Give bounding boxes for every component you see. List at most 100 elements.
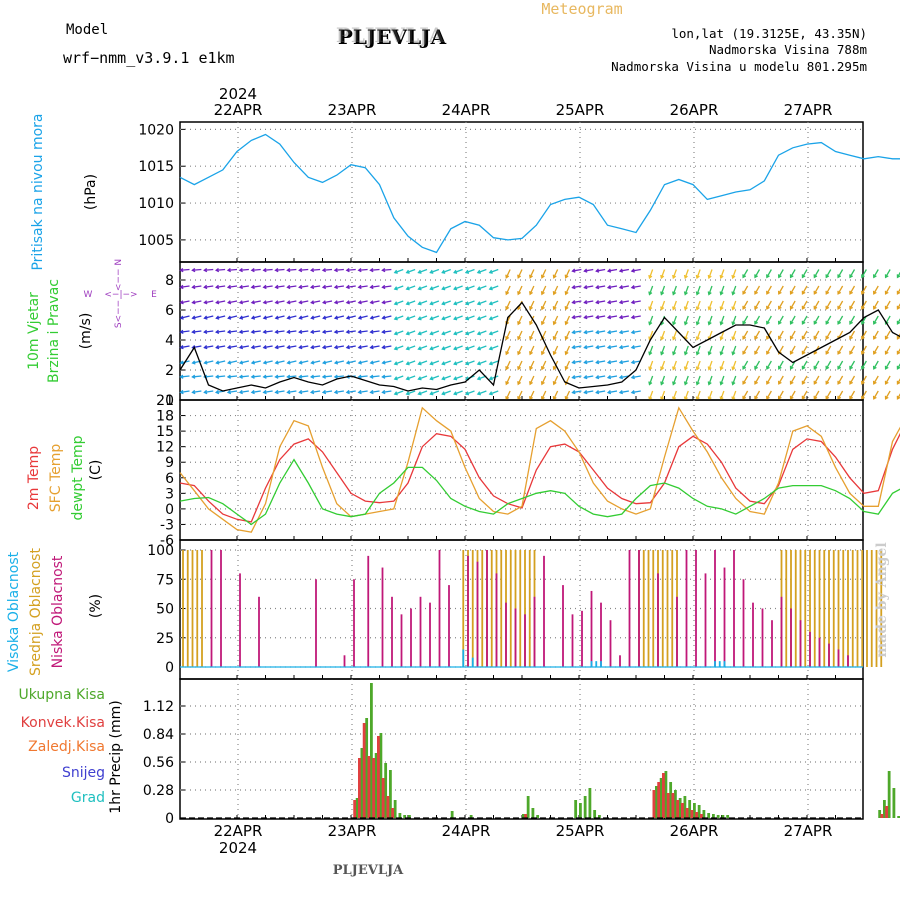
wind-arrow <box>358 360 368 364</box>
wind-arrow <box>742 269 749 278</box>
wind-arrow-head <box>595 360 600 365</box>
wind-arrow <box>529 390 535 400</box>
wind-arrow-head <box>226 374 231 379</box>
wind-arrow-head <box>896 350 900 355</box>
wind-arrow-head <box>837 290 842 295</box>
wind-arrow <box>239 300 249 304</box>
wind-arrow <box>849 345 856 355</box>
wind-arrow-head <box>801 380 806 385</box>
wind-arrow <box>541 345 547 355</box>
wind-arrow <box>813 285 820 295</box>
wind-arrow-head <box>214 389 220 395</box>
wind-arrow <box>239 268 249 271</box>
wind-arrow <box>873 315 879 325</box>
precip-bar <box>393 800 397 818</box>
wind-arrow <box>430 330 440 335</box>
wind-arrow-head <box>405 391 410 396</box>
wind-arrow-head <box>476 301 481 306</box>
wind-arrow <box>849 330 856 340</box>
wind-arrow-head <box>618 390 624 395</box>
wind-arrow <box>813 360 820 370</box>
wind-arrow-head <box>683 306 688 311</box>
wind-arrow-head <box>429 269 434 274</box>
wind-arrow-head <box>571 268 576 273</box>
wind-arrow-head <box>529 396 533 401</box>
wind-arrow <box>778 269 784 278</box>
wind-arrow <box>584 360 594 364</box>
wind-arrow-head <box>203 360 208 365</box>
wind-arrow-head <box>488 376 493 381</box>
wind-arrow <box>299 345 309 349</box>
wind-arrow <box>754 390 761 400</box>
wind-arrow-head <box>630 300 635 305</box>
wind-arrow <box>529 345 535 355</box>
wind-arrow <box>453 375 463 380</box>
wind-arrow-head <box>517 274 522 279</box>
wind-arrow-head <box>766 395 770 400</box>
wind-arrow-head <box>298 374 303 379</box>
wind-arrow-head <box>517 321 522 326</box>
wind-arrow-head <box>571 390 576 395</box>
wind-arrow-head <box>453 301 458 306</box>
wind-arrow <box>790 315 796 325</box>
wind-arrow-head <box>417 376 422 381</box>
wind-arrow-head <box>884 290 889 295</box>
wind-arrow <box>263 315 273 319</box>
wind-arrow-head <box>742 335 747 340</box>
wind-arrow <box>275 330 285 333</box>
wind-arrow <box>660 360 666 370</box>
wind-arrow <box>358 390 368 394</box>
wind-arrow-head <box>825 305 830 310</box>
wind-arrow-head <box>695 321 700 326</box>
cloud-ylabel-low: Niska Oblacnost <box>50 555 66 668</box>
wind-arrow <box>732 300 737 310</box>
wind-arrow-head <box>571 300 576 305</box>
y-tick-label: 0 <box>165 393 174 409</box>
wind-arrow <box>311 345 321 349</box>
wind-arrow <box>517 345 523 355</box>
wind-arrow <box>406 390 416 395</box>
wind-arrow <box>430 360 440 365</box>
wind-arrow <box>346 285 356 288</box>
wind-arrow-head <box>801 350 806 355</box>
wind-arrow-head <box>250 345 255 350</box>
wind-arrow-head <box>286 389 291 395</box>
wind-arrow-head <box>453 346 458 351</box>
wind-arrow-head <box>766 380 770 385</box>
wind-arrow <box>465 285 475 290</box>
wind-arrow-head <box>695 336 700 341</box>
wind-arrow-head <box>286 284 291 290</box>
wind-arrow-head <box>571 315 576 320</box>
wind-arrow-head <box>849 274 853 279</box>
wind-arrow-head <box>321 284 327 290</box>
bottom-day-label: 26APR <box>670 822 719 840</box>
wind-arrow <box>465 360 475 365</box>
wind-arrow <box>334 300 344 304</box>
wind-arrow-head <box>464 286 470 291</box>
wind-arrow <box>322 285 333 288</box>
wind-arrow-head <box>630 345 635 350</box>
wind-arrow-head <box>872 320 877 325</box>
wind-arrow-head <box>238 300 244 305</box>
wind-arrow <box>696 269 701 279</box>
wind-arrow-head <box>571 360 576 365</box>
wind-arrow <box>517 269 523 278</box>
wind-arrow-head <box>226 267 231 273</box>
wind-arrow-head <box>191 300 196 305</box>
wind-arrow <box>541 375 547 385</box>
wind-arrow-head <box>766 350 770 355</box>
wind-arrow <box>742 330 749 340</box>
panel-frame <box>179 539 864 680</box>
wind-arrow <box>849 375 856 385</box>
meteogram-label: Meteogram <box>541 0 622 18</box>
temp-ylabel-dewpt: dewpt Temp <box>70 435 86 520</box>
wind-arrow <box>529 375 535 385</box>
wind-speed-line <box>179 301 900 392</box>
y-tick-label: 1020 <box>138 122 174 138</box>
wind-arrow <box>684 345 689 355</box>
wind-arrow-head <box>262 374 267 379</box>
wind-arrow-head <box>618 375 624 380</box>
wind-arrow <box>684 390 689 400</box>
wind-arrow-head <box>369 374 374 379</box>
wind-arrow-head <box>571 330 576 335</box>
